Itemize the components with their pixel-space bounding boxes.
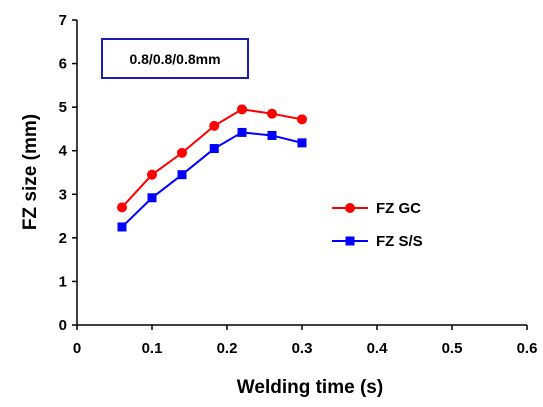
y-tick-label: 3 [59, 186, 67, 203]
data-point-fz-s-s [297, 138, 307, 148]
legend-label-fz-gc: FZ GC [376, 200, 421, 217]
x-tick-label: 0.5 [442, 340, 463, 357]
data-point-fz-s-s [177, 170, 187, 180]
data-point-fz-s-s [147, 193, 157, 203]
y-tick-label: 2 [59, 230, 67, 247]
x-tick-label: 0.4 [367, 340, 389, 357]
x-tick-label: 0.6 [517, 340, 538, 357]
legend-marker-fz-gc [345, 203, 355, 213]
x-tick-label: 0.3 [292, 340, 313, 357]
legend: FZ GC FZ S/S [332, 200, 423, 250]
y-tick-label: 7 [59, 12, 67, 29]
data-point-fz-gc [297, 114, 307, 125]
x-ticks: 0 0.1 0.2 0.3 0.4 0.5 0.6 [73, 325, 538, 357]
data-point-fz-gc [209, 120, 220, 131]
y-tick-label: 0 [59, 317, 67, 334]
data-point-fz-s-s [237, 127, 247, 137]
data-point-fz-s-s [209, 144, 219, 154]
data-point-fz-gc [177, 147, 187, 158]
data-point-fz-gc [267, 108, 277, 119]
annotation-box: 0.8/0.8/0.8mm [101, 38, 249, 79]
data-point-fz-s-s [267, 130, 277, 140]
y-tick-label: 1 [59, 273, 67, 290]
y-tick-label: 4 [59, 143, 68, 160]
x-tick-label: 0 [73, 340, 81, 357]
data-point-fz-gc [117, 202, 127, 213]
x-axis-title: Welding time (s) [237, 377, 383, 398]
y-axis-title: FZ size (mm) [20, 114, 41, 230]
y-tick-label: 5 [59, 99, 67, 116]
x-tick-label: 0.2 [217, 340, 238, 357]
series-layer [117, 104, 307, 232]
data-point-fz-s-s [117, 222, 127, 232]
y-ticks: 0 1 2 3 4 5 6 7 [59, 12, 77, 334]
data-point-fz-gc [147, 169, 157, 180]
legend-label-fz-s-s: FZ S/S [376, 233, 423, 250]
legend-marker-fz-s-s [345, 236, 355, 246]
annotation-text: 0.8/0.8/0.8mm [129, 51, 220, 67]
data-point-fz-gc [237, 104, 247, 115]
y-tick-label: 6 [59, 56, 67, 73]
x-tick-label: 0.1 [142, 340, 163, 357]
